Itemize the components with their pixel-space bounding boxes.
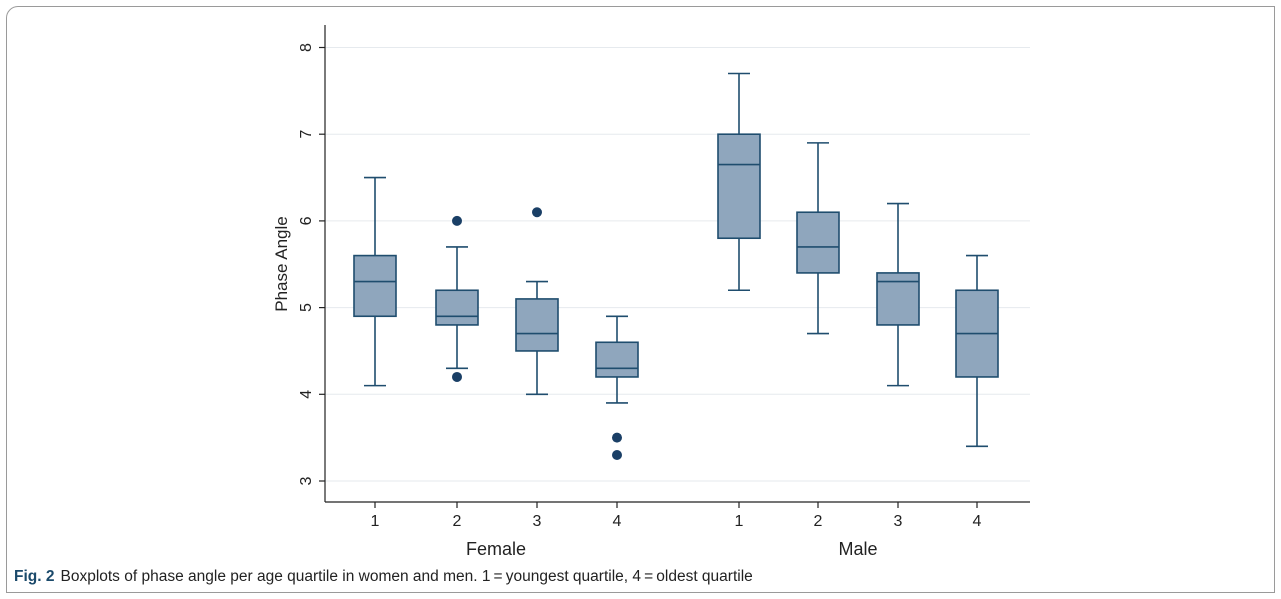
y-tick-label: 8 bbox=[298, 43, 315, 52]
box-iqr bbox=[436, 290, 478, 325]
x-tick-label: 3 bbox=[533, 513, 542, 530]
outlier-point bbox=[612, 450, 622, 460]
box-iqr bbox=[354, 256, 396, 317]
caption-text: Boxplots of phase angle per age quartile… bbox=[60, 568, 752, 585]
y-axis-label: Phase Angle bbox=[272, 216, 291, 311]
outlier-point bbox=[612, 433, 622, 443]
box-iqr bbox=[718, 134, 760, 238]
group-label: Female bbox=[466, 539, 526, 559]
box-iqr bbox=[797, 212, 839, 273]
x-tick-label: 2 bbox=[453, 513, 462, 530]
y-tick-label: 7 bbox=[298, 130, 315, 139]
y-tick-label: 4 bbox=[298, 390, 315, 399]
y-tick-label: 3 bbox=[298, 476, 315, 485]
caption-label: Fig. 2 bbox=[14, 568, 54, 585]
outlier-point bbox=[452, 216, 462, 226]
x-tick-label: 4 bbox=[613, 513, 622, 530]
box-iqr bbox=[516, 299, 558, 351]
x-tick-label: 1 bbox=[735, 513, 744, 530]
box-iqr bbox=[596, 342, 638, 377]
group-label: Male bbox=[838, 539, 877, 559]
x-tick-label: 2 bbox=[814, 513, 823, 530]
x-tick-label: 4 bbox=[973, 513, 982, 530]
outlier-point bbox=[452, 372, 462, 382]
box-iqr bbox=[877, 273, 919, 325]
x-tick-label: 3 bbox=[894, 513, 903, 530]
figure-caption: Fig. 2 Boxplots of phase angle per age qu… bbox=[14, 568, 753, 586]
y-tick-label: 5 bbox=[298, 303, 315, 312]
y-tick-label: 6 bbox=[298, 216, 315, 225]
outlier-point bbox=[532, 207, 542, 217]
x-tick-label: 1 bbox=[371, 513, 380, 530]
